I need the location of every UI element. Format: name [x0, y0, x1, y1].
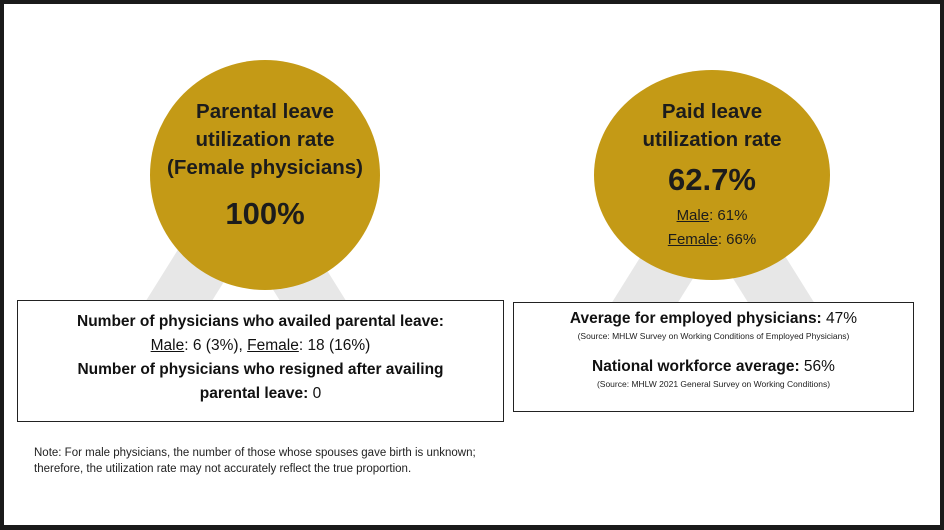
- paid-leave-female: Female: 66%: [594, 228, 830, 252]
- slide: Parental leave utilization rate (Female …: [4, 4, 940, 525]
- footnote-line1: Note: For male physicians, the number of…: [34, 447, 476, 459]
- parental-leave-stats-box: Number of physicians who availed parenta…: [17, 300, 504, 422]
- availed-male-label: Male: [150, 337, 185, 354]
- paid-leave-title: Paid leave utilization rate: [594, 98, 830, 154]
- paid-leave-male: Male: 61%: [594, 204, 830, 228]
- employed-average: Average for employed physicians: 47%: [514, 308, 913, 330]
- paid-leave-female-label: Female: [667, 231, 718, 248]
- footnote: Note: For male physicians, the number of…: [34, 445, 476, 477]
- resigned-line: parental leave: 0: [18, 382, 503, 406]
- availed-female-label: Female: [247, 337, 299, 354]
- availed-female-value: : 18 (16%): [298, 337, 371, 354]
- availed-heading: Number of physicians who availed parenta…: [77, 313, 444, 330]
- parental-leave-rate: 100%: [225, 196, 305, 231]
- national-average: National workforce average: 56%: [514, 356, 913, 378]
- availed-male-value: : 6 (3%),: [184, 337, 248, 354]
- paid-leave-medal: Paid leave utilization rate 62.7% Male: …: [594, 70, 830, 280]
- footnote-line2: therefore, the utilization rate may not …: [34, 463, 412, 475]
- resigned-label: parental leave:: [199, 385, 309, 402]
- national-source: (Source: MHLW 2021 General Survey on Wor…: [596, 379, 831, 389]
- national-average-label: National workforce average:: [592, 358, 800, 375]
- national-average-value: 56%: [799, 358, 835, 375]
- parental-leave-title: Parental leave utilization rate (Female …: [150, 98, 380, 182]
- parental-leave-title-line3: (Female physicians): [167, 156, 363, 179]
- parental-leave-title-line2: utilization rate: [195, 128, 335, 151]
- parental-leave-title-line1: Parental leave: [196, 100, 334, 123]
- paid-leave-female-value: : 66%: [717, 231, 757, 248]
- parental-leave-medal: Parental leave utilization rate (Female …: [150, 60, 380, 290]
- paid-leave-male-value: : 61%: [709, 207, 748, 224]
- paid-leave-male-label: Male: [676, 207, 710, 224]
- resigned-value: 0: [308, 385, 322, 402]
- employed-average-label: Average for employed physicians:: [569, 310, 822, 327]
- paid-leave-comparison-box: Average for employed physicians: 47% (So…: [513, 302, 914, 412]
- paid-leave-title-line2: utilization rate: [642, 128, 782, 151]
- employed-average-value: 47%: [821, 310, 858, 327]
- availed-breakdown: Male: 6 (3%), Female: 18 (16%): [18, 334, 503, 358]
- resigned-heading: Number of physicians who resigned after …: [77, 361, 444, 378]
- employed-source: (Source: MHLW Survey on Working Conditio…: [577, 331, 850, 341]
- paid-leave-rate: 62.7%: [668, 162, 756, 197]
- paid-leave-title-line1: Paid leave: [661, 100, 763, 123]
